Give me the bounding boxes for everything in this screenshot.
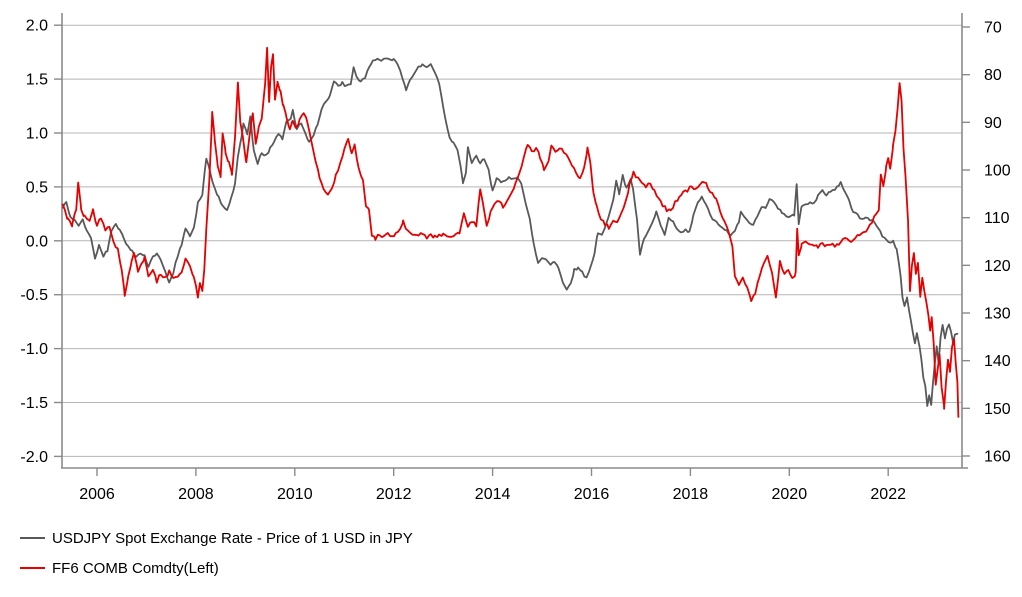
right-axis-label: 70 (984, 20, 1002, 37)
left-axis-label: -1.5 (20, 395, 48, 412)
ff6-series-line (61, 46, 960, 418)
x-axis-label: 2020 (772, 486, 808, 503)
legend: USDJPY Spot Exchange Rate - Price of 1 U… (20, 523, 413, 583)
legend-label-usdjpy: USDJPY Spot Exchange Rate - Price of 1 U… (52, 529, 413, 547)
axis-labels: 2.0 1.5 1.0 0.5 0.0 -0.5 -1.0 -1.5 -2.0 70 80 90 100… (20, 18, 1010, 503)
right-axis-label: 90 (984, 115, 1002, 132)
x-axis-label: 2014 (475, 486, 511, 503)
left-axis-label: 0.5 (26, 179, 48, 196)
left-axis-label: -2.0 (20, 449, 48, 466)
x-axis-label: 2016 (574, 486, 610, 503)
right-axis-label: 160 (984, 449, 1011, 466)
usdjpy-series-line (61, 57, 959, 407)
legend-item-usdjpy: USDJPY Spot Exchange Rate - Price of 1 U… (20, 523, 413, 553)
x-axis-label: 2012 (376, 486, 412, 503)
right-axis-label: 150 (984, 401, 1011, 418)
tick-marks (54, 24, 970, 476)
legend-label-ff6: FF6 COMB Comdty(Left) (52, 559, 219, 577)
right-axis-label: 120 (984, 258, 1011, 275)
ff6-line-swatch (20, 567, 45, 569)
left-axis-label: -1.0 (20, 341, 48, 358)
x-axis-label: 2010 (277, 486, 313, 503)
legend-item-ff6: FF6 COMB Comdty(Left) (20, 553, 413, 583)
left-axis-label: 0.0 (26, 233, 48, 250)
left-axis-label: 1.0 (26, 126, 48, 143)
right-axis-label: 100 (984, 163, 1011, 180)
left-axis-label: 2.0 (26, 18, 48, 35)
right-axis-label: 110 (984, 210, 1010, 227)
x-axis-label: 2022 (870, 486, 906, 503)
left-axis-label: 1.5 (26, 72, 48, 89)
series-lines (61, 46, 960, 418)
x-axis-label: 2018 (673, 486, 709, 503)
right-axis-label: 80 (984, 67, 1002, 84)
gridlines (62, 24, 962, 457)
x-axis-label: 2006 (79, 486, 115, 503)
x-axis-label: 2008 (178, 486, 214, 503)
right-axis-label: 140 (984, 353, 1011, 370)
right-axis-label: 130 (984, 306, 1011, 323)
usdjpy-line-swatch (20, 537, 45, 539)
left-axis-label: -0.5 (20, 287, 48, 304)
